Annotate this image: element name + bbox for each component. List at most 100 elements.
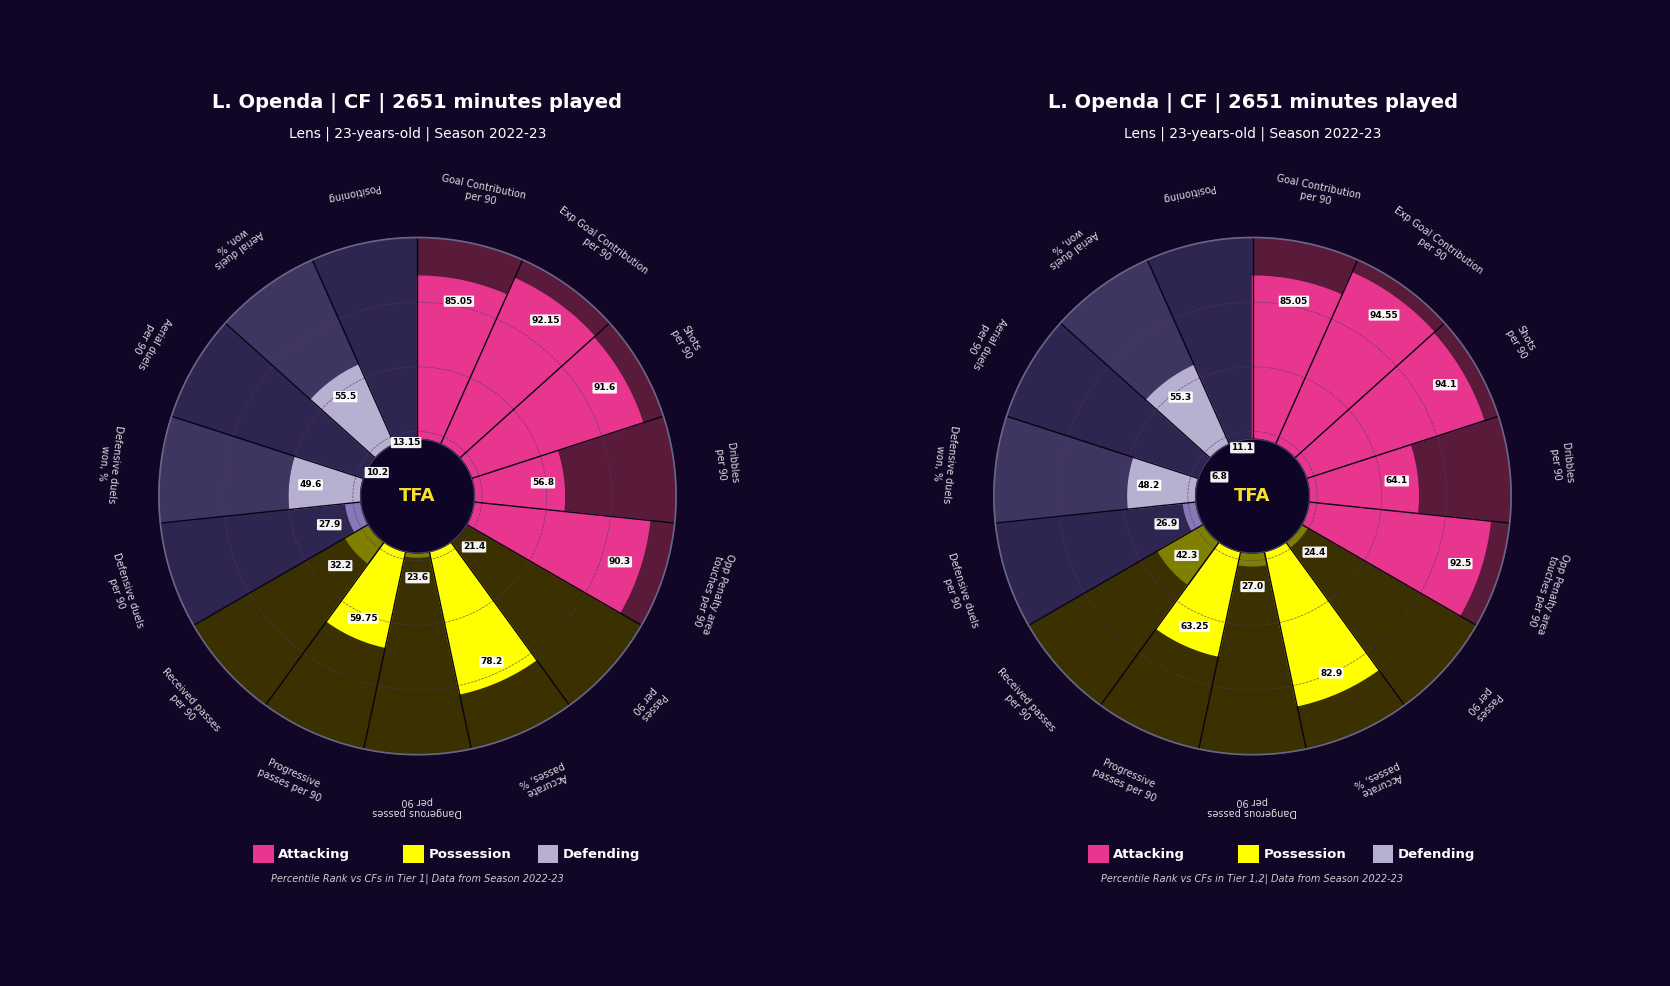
Polygon shape — [418, 496, 536, 694]
Polygon shape — [1029, 496, 1252, 705]
Text: Attacking: Attacking — [279, 848, 351, 861]
Text: 94.1: 94.1 — [1435, 381, 1456, 389]
Text: Attacking: Attacking — [1114, 848, 1186, 861]
Text: 49.6: 49.6 — [299, 480, 322, 489]
Polygon shape — [404, 496, 431, 557]
Text: 64.1: 64.1 — [1386, 476, 1408, 485]
Polygon shape — [346, 496, 418, 532]
Polygon shape — [1252, 323, 1498, 496]
Text: Shots
per 90: Shots per 90 — [670, 321, 703, 360]
Polygon shape — [418, 260, 610, 496]
Polygon shape — [1252, 276, 1343, 496]
Text: 90.3: 90.3 — [610, 557, 631, 566]
Text: Lens | 23-years-old | Season 2022-23: Lens | 23-years-old | Season 2022-23 — [1124, 127, 1381, 141]
Polygon shape — [418, 451, 564, 512]
Text: Defending: Defending — [1398, 848, 1475, 861]
Text: 55.3: 55.3 — [1169, 392, 1192, 401]
Text: Defensive duels
won, %: Defensive duels won, % — [94, 424, 124, 504]
Text: Percentile Rank vs CFs in Tier 1| Data from Season 2022-23: Percentile Rank vs CFs in Tier 1| Data f… — [271, 874, 564, 884]
Text: Positioning: Positioning — [326, 182, 381, 203]
Polygon shape — [1146, 366, 1252, 496]
Text: L. Openda | CF | 2651 minutes played: L. Openda | CF | 2651 minutes played — [212, 93, 623, 113]
Polygon shape — [1147, 238, 1252, 496]
Polygon shape — [994, 238, 1511, 754]
Polygon shape — [327, 496, 418, 647]
Text: Passes
per 90: Passes per 90 — [1465, 684, 1501, 723]
Text: Dribbles
per 90: Dribbles per 90 — [713, 443, 738, 485]
Text: 82.9: 82.9 — [1321, 669, 1343, 677]
Polygon shape — [418, 496, 675, 625]
Text: Goal Contribution
per 90: Goal Contribution per 90 — [438, 174, 526, 212]
Text: 92.5: 92.5 — [1450, 559, 1471, 568]
Text: Progressive
passes per 90: Progressive passes per 90 — [256, 755, 327, 804]
Text: Opp Penalty area
touches per 90: Opp Penalty area touches per 90 — [1525, 548, 1571, 635]
FancyBboxPatch shape — [538, 845, 558, 864]
Text: Percentile Rank vs CFs in Tier 1,2| Data from Season 2022-23: Percentile Rank vs CFs in Tier 1,2| Data… — [1102, 874, 1403, 884]
Text: Defending: Defending — [563, 848, 640, 861]
FancyBboxPatch shape — [1373, 845, 1393, 864]
Polygon shape — [1127, 458, 1252, 509]
Polygon shape — [1252, 238, 1358, 496]
Polygon shape — [1252, 260, 1445, 496]
Polygon shape — [1101, 496, 1252, 749]
Polygon shape — [311, 365, 418, 496]
Polygon shape — [1060, 260, 1252, 496]
Polygon shape — [404, 462, 418, 496]
Text: 42.3: 42.3 — [1176, 551, 1197, 560]
Polygon shape — [346, 496, 418, 563]
Text: 85.05: 85.05 — [444, 297, 473, 306]
Text: 27.9: 27.9 — [317, 521, 341, 529]
Polygon shape — [1156, 496, 1252, 656]
Polygon shape — [418, 496, 650, 613]
Text: 32.2: 32.2 — [329, 561, 351, 570]
Polygon shape — [418, 496, 466, 541]
Text: Exp Goal Contribution
per 90: Exp Goal Contribution per 90 — [549, 205, 650, 285]
Polygon shape — [1236, 484, 1252, 496]
Text: 27.0: 27.0 — [1241, 582, 1264, 591]
Polygon shape — [1199, 496, 1306, 754]
Text: Aerial duels
won, %: Aerial duels won, % — [205, 220, 264, 270]
Text: 23.6: 23.6 — [406, 573, 429, 583]
FancyBboxPatch shape — [254, 845, 274, 864]
Polygon shape — [159, 238, 676, 754]
Polygon shape — [418, 337, 643, 496]
Polygon shape — [172, 323, 418, 496]
Text: Positioning: Positioning — [1161, 182, 1216, 203]
Text: Aerial duels
per 90: Aerial duels per 90 — [960, 311, 1007, 371]
Text: Aerial duels
per 90: Aerial duels per 90 — [125, 311, 172, 371]
Text: Dangerous passes
per 90: Dangerous passes per 90 — [1207, 796, 1298, 817]
Text: Dribbles
per 90: Dribbles per 90 — [1548, 443, 1573, 485]
Text: Dangerous passes
per 90: Dangerous passes per 90 — [372, 796, 463, 817]
Text: 85.05: 85.05 — [1279, 297, 1308, 306]
Text: Opp Penalty area
touches per 90: Opp Penalty area touches per 90 — [690, 548, 736, 635]
Polygon shape — [1252, 273, 1435, 496]
Polygon shape — [418, 276, 508, 496]
Text: 10.2: 10.2 — [366, 468, 387, 477]
Text: Received passes
per 90: Received passes per 90 — [152, 667, 222, 741]
Text: 59.75: 59.75 — [349, 614, 377, 623]
Polygon shape — [1252, 333, 1485, 496]
Polygon shape — [1252, 496, 1308, 547]
Text: Exp Goal Contribution
per 90: Exp Goal Contribution per 90 — [1384, 205, 1485, 285]
Text: 21.4: 21.4 — [463, 542, 484, 551]
Polygon shape — [1252, 445, 1418, 514]
Polygon shape — [995, 496, 1252, 625]
Text: TFA: TFA — [399, 487, 436, 505]
Polygon shape — [418, 323, 663, 496]
Text: Defensive duels
per 90: Defensive duels per 90 — [100, 551, 145, 632]
Text: TFA: TFA — [1234, 487, 1271, 505]
Polygon shape — [1196, 439, 1309, 553]
Polygon shape — [418, 416, 676, 524]
FancyBboxPatch shape — [402, 845, 424, 864]
Text: Goal Contribution
per 90: Goal Contribution per 90 — [1273, 174, 1361, 212]
Text: 63.25: 63.25 — [1181, 622, 1209, 631]
Text: Passes
per 90: Passes per 90 — [630, 684, 666, 723]
Text: 11.1: 11.1 — [1231, 444, 1252, 453]
Polygon shape — [1237, 496, 1268, 566]
Polygon shape — [1252, 496, 1378, 706]
Text: 24.4: 24.4 — [1304, 547, 1326, 557]
Polygon shape — [1252, 496, 1404, 749]
Polygon shape — [1241, 467, 1252, 496]
Text: Aerial duels
won, %: Aerial duels won, % — [1040, 220, 1099, 270]
Polygon shape — [418, 238, 523, 496]
